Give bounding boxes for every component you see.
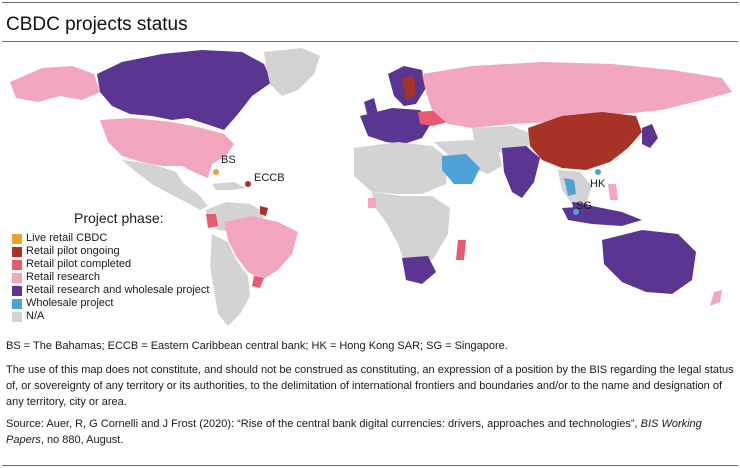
hongkong-marker (595, 169, 601, 175)
thailand (564, 178, 576, 196)
alaska (10, 66, 100, 102)
western-europe (360, 108, 432, 144)
singapore-marker (573, 209, 579, 215)
title-rule (2, 41, 738, 42)
south-america-south (210, 234, 250, 326)
india (502, 146, 540, 198)
uruguay (252, 276, 264, 288)
legend-item-wholesale: Wholesale project (12, 297, 242, 310)
world-map-svg (10, 48, 732, 326)
uruguay-shape (260, 206, 268, 216)
china (528, 112, 642, 170)
north-africa (354, 142, 448, 194)
label-bahamas: BS (221, 154, 236, 166)
legend-label: Live retail CBDC (26, 232, 108, 244)
label-eccb: ECCB (254, 172, 285, 184)
saudi-arabia (442, 154, 480, 184)
swatch-retail-pilot-completed (12, 259, 22, 270)
chart-title: CBDC projects status (6, 14, 188, 35)
notes: BS = The Bahamas; ECCB = Eastern Caribbe… (6, 338, 736, 454)
legend-label: Retail pilot ongoing (26, 245, 120, 257)
swatch-retail-research-wholesale (12, 285, 22, 296)
legend-label: N/A (26, 310, 45, 322)
greenland (264, 48, 320, 96)
australia (602, 230, 696, 294)
world-map (2, 44, 738, 336)
legend-item-na: N/A (12, 310, 242, 323)
swatch-retail-pilot-ongoing (12, 246, 22, 257)
legend-label: Retail pilot completed (26, 258, 132, 270)
swatch-live-retail (12, 233, 22, 244)
label-hongkong: HK (590, 178, 606, 190)
swatch-retail-research (12, 272, 22, 283)
legend-label: Wholesale project (26, 297, 114, 309)
madagascar (456, 240, 466, 260)
usa (100, 118, 234, 178)
bahamas-marker (213, 169, 219, 175)
source-journal: BIS Working Papers (6, 418, 702, 446)
legend-item-retail-research-wholesale: Retail research and wholesale project (12, 284, 242, 297)
ecuador (206, 214, 218, 228)
central-africa (372, 192, 450, 270)
ghana (368, 198, 376, 208)
canada (97, 50, 272, 130)
swatch-wholesale (12, 298, 22, 309)
abbreviations-note: BS = The Bahamas; ECCB = Eastern Caribbe… (6, 340, 508, 352)
eccb-marker (245, 181, 251, 187)
swatch-na (12, 311, 22, 322)
legend-item-retail-research: Retail research (12, 271, 242, 284)
source-note: Source: Auer, R, G Cornelli and J Frost … (6, 416, 736, 448)
brazil (224, 216, 298, 280)
legend: Project phase: Live retail CBDC Retail p… (12, 210, 242, 323)
disclaimer-note: The use of this map does not constitute,… (6, 364, 734, 408)
legend-item-retail-pilot-completed: Retail pilot completed (12, 258, 242, 271)
bottom-rule (2, 465, 738, 466)
mexico (122, 160, 208, 210)
source-prefix: Source: Auer, R, G Cornelli and J Frost … (6, 418, 641, 430)
legend-label: Retail research and wholesale project (26, 284, 210, 296)
philippines (608, 184, 618, 200)
legend-title: Project phase: (74, 210, 164, 226)
source-suffix: , no 880, August. (40, 434, 124, 446)
top-rule (2, 2, 738, 3)
legend-item-retail-pilot-ongoing: Retail pilot ongoing (12, 245, 242, 258)
korea-japan (642, 124, 658, 148)
new-zealand (710, 290, 722, 306)
south-africa (402, 256, 436, 284)
label-singapore: SG (576, 200, 592, 212)
sweden (402, 76, 416, 100)
legend-item-live-retail: Live retail CBDC (12, 232, 242, 245)
russia (422, 62, 732, 128)
caribbean (212, 182, 246, 190)
legend-label: Retail research (26, 271, 100, 283)
